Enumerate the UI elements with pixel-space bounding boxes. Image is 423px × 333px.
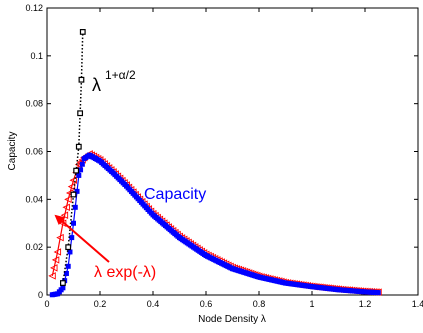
series-2 (59, 29, 86, 286)
capacity-point (67, 249, 73, 255)
series-layer (48, 29, 382, 298)
y-tick-label: 0.12 (25, 3, 43, 13)
exp-annotation-label: λ exp(-λ) (94, 264, 156, 281)
plot-area (46, 7, 419, 296)
x-tick-label: 0.8 (253, 299, 266, 309)
x-tick-label: 0.2 (94, 299, 107, 309)
capacity-point (65, 263, 71, 269)
x-tick-label: 0.6 (200, 299, 213, 309)
exp-point (50, 264, 58, 272)
exp-point (67, 182, 76, 191)
exp-point (69, 176, 77, 184)
exp-annotation-arrow (54, 214, 110, 263)
y-tick-label: 0 (38, 290, 43, 300)
x-axis-label: Node Density λ (198, 314, 266, 325)
x-tick-label: 1 (309, 299, 314, 309)
exp-point (53, 248, 62, 256)
capacity-point (375, 290, 381, 296)
capacity-point (78, 167, 84, 173)
x-tick-label: 1.2 (359, 299, 372, 309)
capacity-point (71, 220, 76, 226)
y-tick-label: 0.02 (25, 242, 43, 252)
exp-point (48, 272, 56, 280)
capacity-point (76, 172, 82, 178)
capacity-point (79, 161, 85, 167)
y-tick-label: 0.1 (30, 51, 43, 61)
y-tick-label: 0.06 (25, 147, 43, 157)
capacity-point (72, 204, 78, 210)
power-point (78, 76, 85, 83)
exp-point (64, 195, 72, 204)
capacity-annotation: Capacity (144, 186, 206, 203)
capacity-point (60, 285, 66, 291)
power-annotation-base: λ (92, 75, 101, 95)
capacity-point (74, 188, 80, 194)
x-tick-label: 0 (44, 299, 49, 309)
capacity-point (63, 270, 69, 276)
capacity-point (69, 235, 75, 241)
x-tick-label: 1.4 (412, 299, 423, 309)
y-axis-label: Capacity (7, 132, 18, 171)
power-point (65, 244, 72, 251)
exp-point (56, 233, 64, 242)
power-point (79, 29, 86, 35)
exp-point (62, 203, 70, 212)
power-annotation-exponent: 1+α/2 (105, 68, 136, 82)
y-tick-label: 0.08 (25, 99, 43, 109)
axis-ticks: 0 0.2 0.4 0.6 0.8 1 1.2 1.4 0 0.02 0.04 0.06 0.08 0.1… (25, 3, 423, 309)
x-tick-label: 0.4 (147, 299, 160, 309)
power-point (75, 143, 82, 150)
exp-point (51, 256, 60, 264)
series-0 (49, 152, 381, 298)
y-tick-label: 0.04 (25, 194, 43, 204)
power-point (73, 167, 80, 174)
power-point (77, 110, 84, 117)
power-point (70, 191, 77, 198)
power-point (59, 280, 66, 286)
